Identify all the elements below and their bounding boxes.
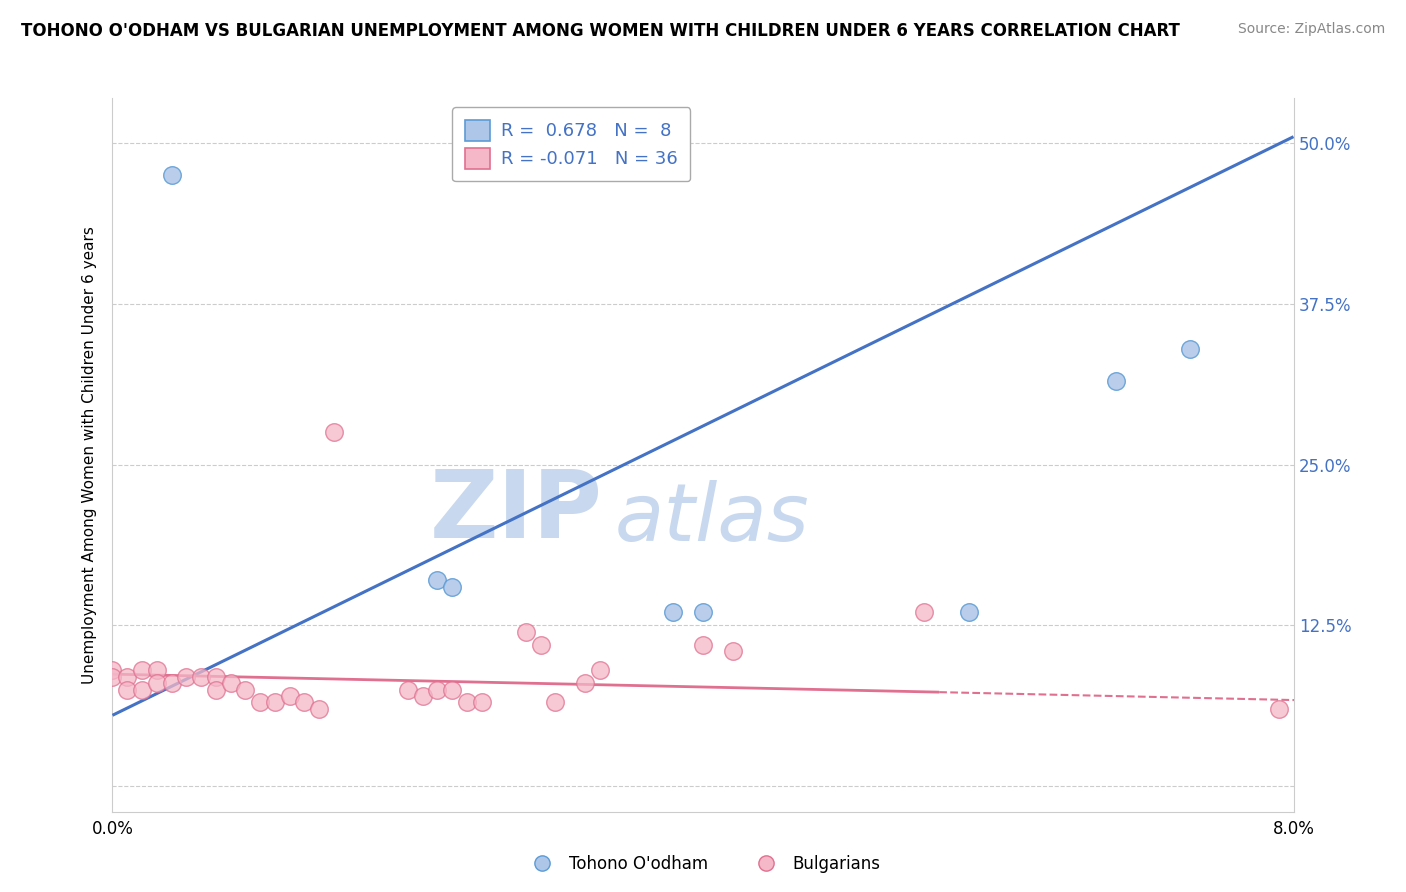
Point	[160, 676, 183, 690]
Text: TOHONO O'ODHAM VS BULGARIAN UNEMPLOYMENT AMONG WOMEN WITH CHILDREN UNDER 6 YEARS: TOHONO O'ODHAM VS BULGARIAN UNEMPLOYMENT…	[21, 22, 1180, 40]
Text: Source: ZipAtlas.com: Source: ZipAtlas.com	[1237, 22, 1385, 37]
Point	[721, 644, 744, 658]
Legend: R =  0.678   N =  8, R = -0.071   N = 36: R = 0.678 N = 8, R = -0.071 N = 36	[453, 107, 690, 181]
Point	[101, 670, 124, 684]
Point	[308, 702, 330, 716]
Point	[117, 670, 138, 684]
Text: atlas: atlas	[614, 480, 810, 558]
Point	[574, 676, 596, 690]
Point	[441, 682, 464, 697]
Point	[692, 606, 714, 620]
Text: ZIP: ZIP	[430, 466, 603, 558]
Point	[190, 670, 212, 684]
Point	[174, 670, 197, 684]
Point	[529, 638, 551, 652]
Point	[131, 663, 153, 677]
Point	[456, 695, 478, 709]
Point	[957, 606, 980, 620]
Point	[264, 695, 287, 709]
Point	[219, 676, 242, 690]
Point	[205, 682, 228, 697]
Point	[544, 695, 567, 709]
Point	[426, 682, 449, 697]
Point	[233, 682, 256, 697]
Point	[1268, 702, 1291, 716]
Point	[101, 663, 124, 677]
Y-axis label: Unemployment Among Women with Children Under 6 years: Unemployment Among Women with Children U…	[82, 226, 97, 684]
Point	[441, 580, 464, 594]
Point	[323, 425, 346, 440]
Point	[471, 695, 494, 709]
Point	[205, 670, 228, 684]
Point	[131, 682, 153, 697]
Point	[426, 574, 449, 588]
Point	[146, 676, 169, 690]
Point	[1105, 374, 1128, 388]
Point	[588, 663, 610, 677]
Legend: Tohono O'odham, Bulgarians: Tohono O'odham, Bulgarians	[519, 848, 887, 880]
Point	[146, 663, 169, 677]
Point	[662, 606, 685, 620]
Point	[396, 682, 419, 697]
Point	[292, 695, 315, 709]
Point	[278, 689, 301, 703]
Point	[412, 689, 434, 703]
Point	[249, 695, 271, 709]
Point	[160, 168, 183, 182]
Point	[914, 606, 936, 620]
Point	[515, 624, 537, 639]
Point	[692, 638, 714, 652]
Point	[117, 682, 138, 697]
Point	[1178, 342, 1201, 356]
